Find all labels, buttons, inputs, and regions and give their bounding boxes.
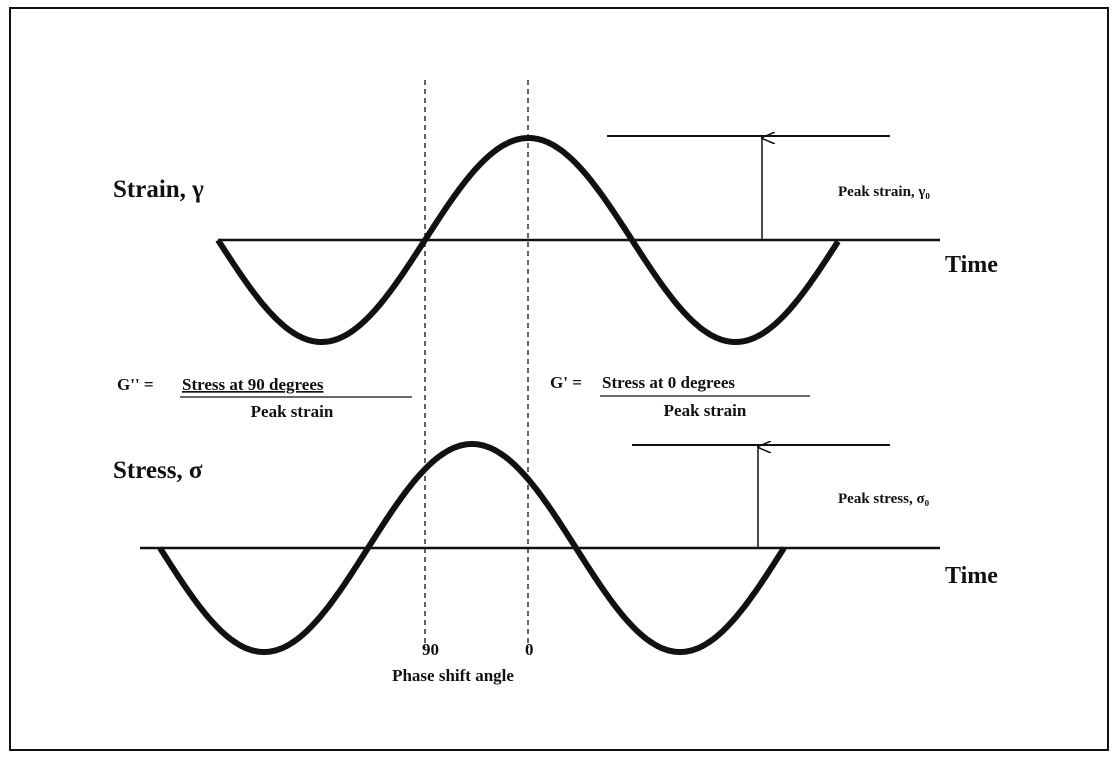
- loss-numerator: Stress at 90 degrees: [182, 375, 324, 394]
- stress-wave: [157, 441, 787, 655]
- strain-wave: [215, 135, 841, 345]
- storage-lhs: G' =: [550, 373, 582, 392]
- strain-peak-label: Peak strain, γ₀: [838, 184, 930, 200]
- storage-numerator: Stress at 0 degrees: [602, 373, 735, 392]
- strain-label: Strain, γ: [113, 176, 204, 203]
- phase-marker: 90: [422, 640, 439, 659]
- loss-denominator: Peak strain: [251, 402, 334, 421]
- phase-label: Phase shift angle: [392, 666, 514, 685]
- phase-marker: 0: [525, 640, 534, 659]
- stress-peak-label: Peak stress, σ₀: [838, 491, 930, 507]
- stress-label: Stress, σ: [113, 457, 203, 484]
- frame: [9, 7, 1109, 751]
- storage-denominator: Peak strain: [664, 401, 747, 420]
- loss-lhs: G'' =: [117, 375, 154, 394]
- time-label: Time: [945, 563, 998, 589]
- time-label: Time: [945, 252, 998, 278]
